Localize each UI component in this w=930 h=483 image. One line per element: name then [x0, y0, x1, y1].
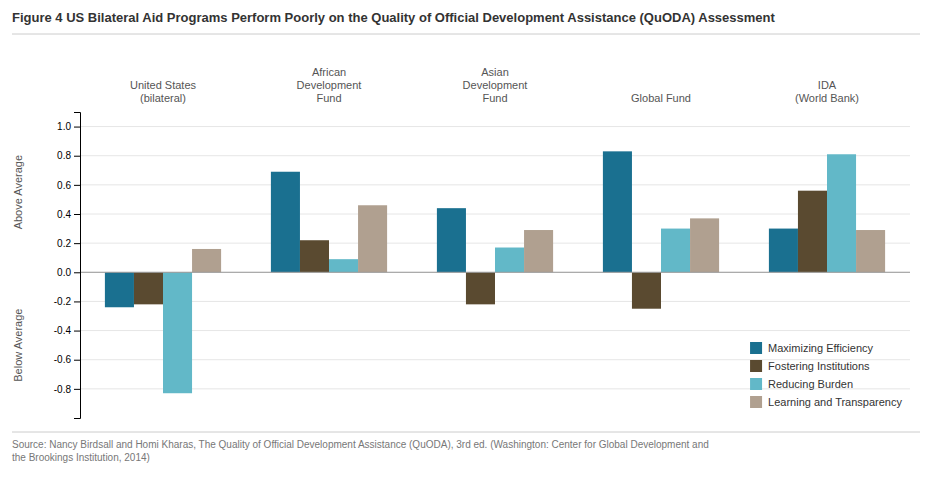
axis-annotation: Above Average	[12, 155, 24, 229]
bar	[437, 208, 466, 272]
y-tick: 0.8	[57, 150, 80, 161]
bar	[798, 191, 827, 273]
y-tick-mark	[74, 243, 80, 244]
bar	[300, 240, 329, 272]
y-tick: -0.8	[54, 384, 80, 395]
bar	[524, 230, 553, 272]
y-axis: -0.8 -0.6 -0.4 -0.2 0.0 0.2 0.4 0.6 0.8 1.0	[54, 113, 81, 419]
bar	[466, 272, 495, 304]
y-tick-label: -0.6	[54, 354, 72, 365]
legend-label: Maximizing Efficiency	[768, 342, 873, 354]
legend: Maximizing Efficiency Fostering Instituti…	[750, 342, 902, 408]
legend-item: Learning and Transparency	[750, 396, 902, 408]
y-tick: 0.0	[57, 267, 80, 278]
group-label: AfricanDevelopmentFund	[297, 66, 362, 104]
group-label: IDA(World Bank)	[795, 79, 859, 104]
bar	[632, 272, 661, 308]
bar	[856, 230, 885, 272]
y-tick-mark	[74, 301, 80, 302]
bar	[661, 229, 690, 273]
bar	[495, 248, 524, 273]
source-note: Source: Nancy Birdsall and Homi Kharas, …	[12, 439, 709, 463]
grid-line	[80, 272, 910, 273]
legend-swatch	[750, 396, 762, 408]
rule	[12, 432, 920, 433]
y-tick-mark	[74, 389, 80, 390]
y-tick-label: 1.0	[57, 121, 71, 132]
legend-swatch	[750, 342, 762, 354]
y-tick-mark	[74, 185, 80, 186]
bar	[134, 272, 163, 304]
legend-swatch	[750, 360, 762, 372]
y-tick-label: 0.4	[57, 209, 71, 220]
y-tick-label: -0.8	[54, 384, 72, 395]
group-label: United States(bilateral)	[130, 79, 197, 104]
y-tick-label: -0.4	[54, 325, 72, 336]
y-tick: 0.4	[57, 209, 80, 220]
legend-item: Reducing Burden	[750, 378, 853, 390]
group-label: AsianDevelopmentFund	[463, 66, 528, 104]
legend-label: Fostering Institutions	[768, 360, 870, 372]
y-tick-label: 0.0	[57, 267, 71, 278]
bar	[271, 172, 300, 273]
y-tick: 0.2	[57, 238, 80, 249]
y-tick-label: 0.2	[57, 238, 71, 249]
legend-label: Learning and Transparency	[768, 396, 902, 408]
bar	[690, 218, 719, 272]
y-tick-mark	[74, 360, 80, 361]
y-tick-label: 0.6	[57, 180, 71, 191]
grid-line	[80, 214, 910, 215]
legend-swatch	[750, 378, 762, 390]
grid-line	[80, 126, 910, 127]
grid-line	[80, 184, 910, 185]
bar	[827, 154, 856, 272]
legend-label: Reducing Burden	[768, 378, 853, 390]
y-tick: -0.4	[54, 325, 80, 336]
y-tick-mark	[74, 156, 80, 157]
y-tick: -0.2	[54, 296, 80, 307]
y-tick-label: 0.8	[57, 150, 71, 161]
plot: -0.8 -0.6 -0.4 -0.2 0.0 0.2 0.4 0.6 0.8 1.0 United…	[12, 66, 910, 419]
zero-line	[80, 272, 910, 273]
y-tick: -0.6	[54, 354, 80, 365]
legend-item: Maximizing Efficiency	[750, 342, 873, 354]
group-label: Global Fund	[631, 92, 691, 104]
chart: Figure 4 US Bilateral Aid Programs Perfo…	[0, 0, 930, 483]
bar	[329, 259, 358, 272]
bar	[105, 272, 134, 307]
bar	[358, 205, 387, 272]
y-tick-mark	[74, 272, 80, 273]
rule	[12, 34, 920, 35]
bar	[192, 249, 221, 272]
y-tick-label: -0.2	[54, 296, 72, 307]
bar	[769, 229, 798, 273]
axis-annotation: Below Average	[12, 309, 24, 382]
bar	[603, 151, 632, 272]
y-tick-mark	[74, 331, 80, 332]
series	[105, 151, 798, 307]
series	[134, 191, 827, 309]
grid	[80, 127, 910, 389]
series	[163, 154, 856, 393]
grid-line	[80, 155, 910, 156]
series	[192, 205, 885, 272]
y-tick-mark	[74, 127, 80, 128]
grid-line	[80, 330, 910, 331]
title: Figure 4 US Bilateral Aid Programs Perfo…	[12, 10, 776, 25]
y-tick-mark	[74, 214, 80, 215]
bar	[163, 272, 192, 393]
y-axis-line	[74, 113, 81, 419]
y-tick: 0.6	[57, 180, 80, 191]
legend-item: Fostering Institutions	[750, 360, 870, 372]
y-tick: 1.0	[57, 121, 80, 132]
